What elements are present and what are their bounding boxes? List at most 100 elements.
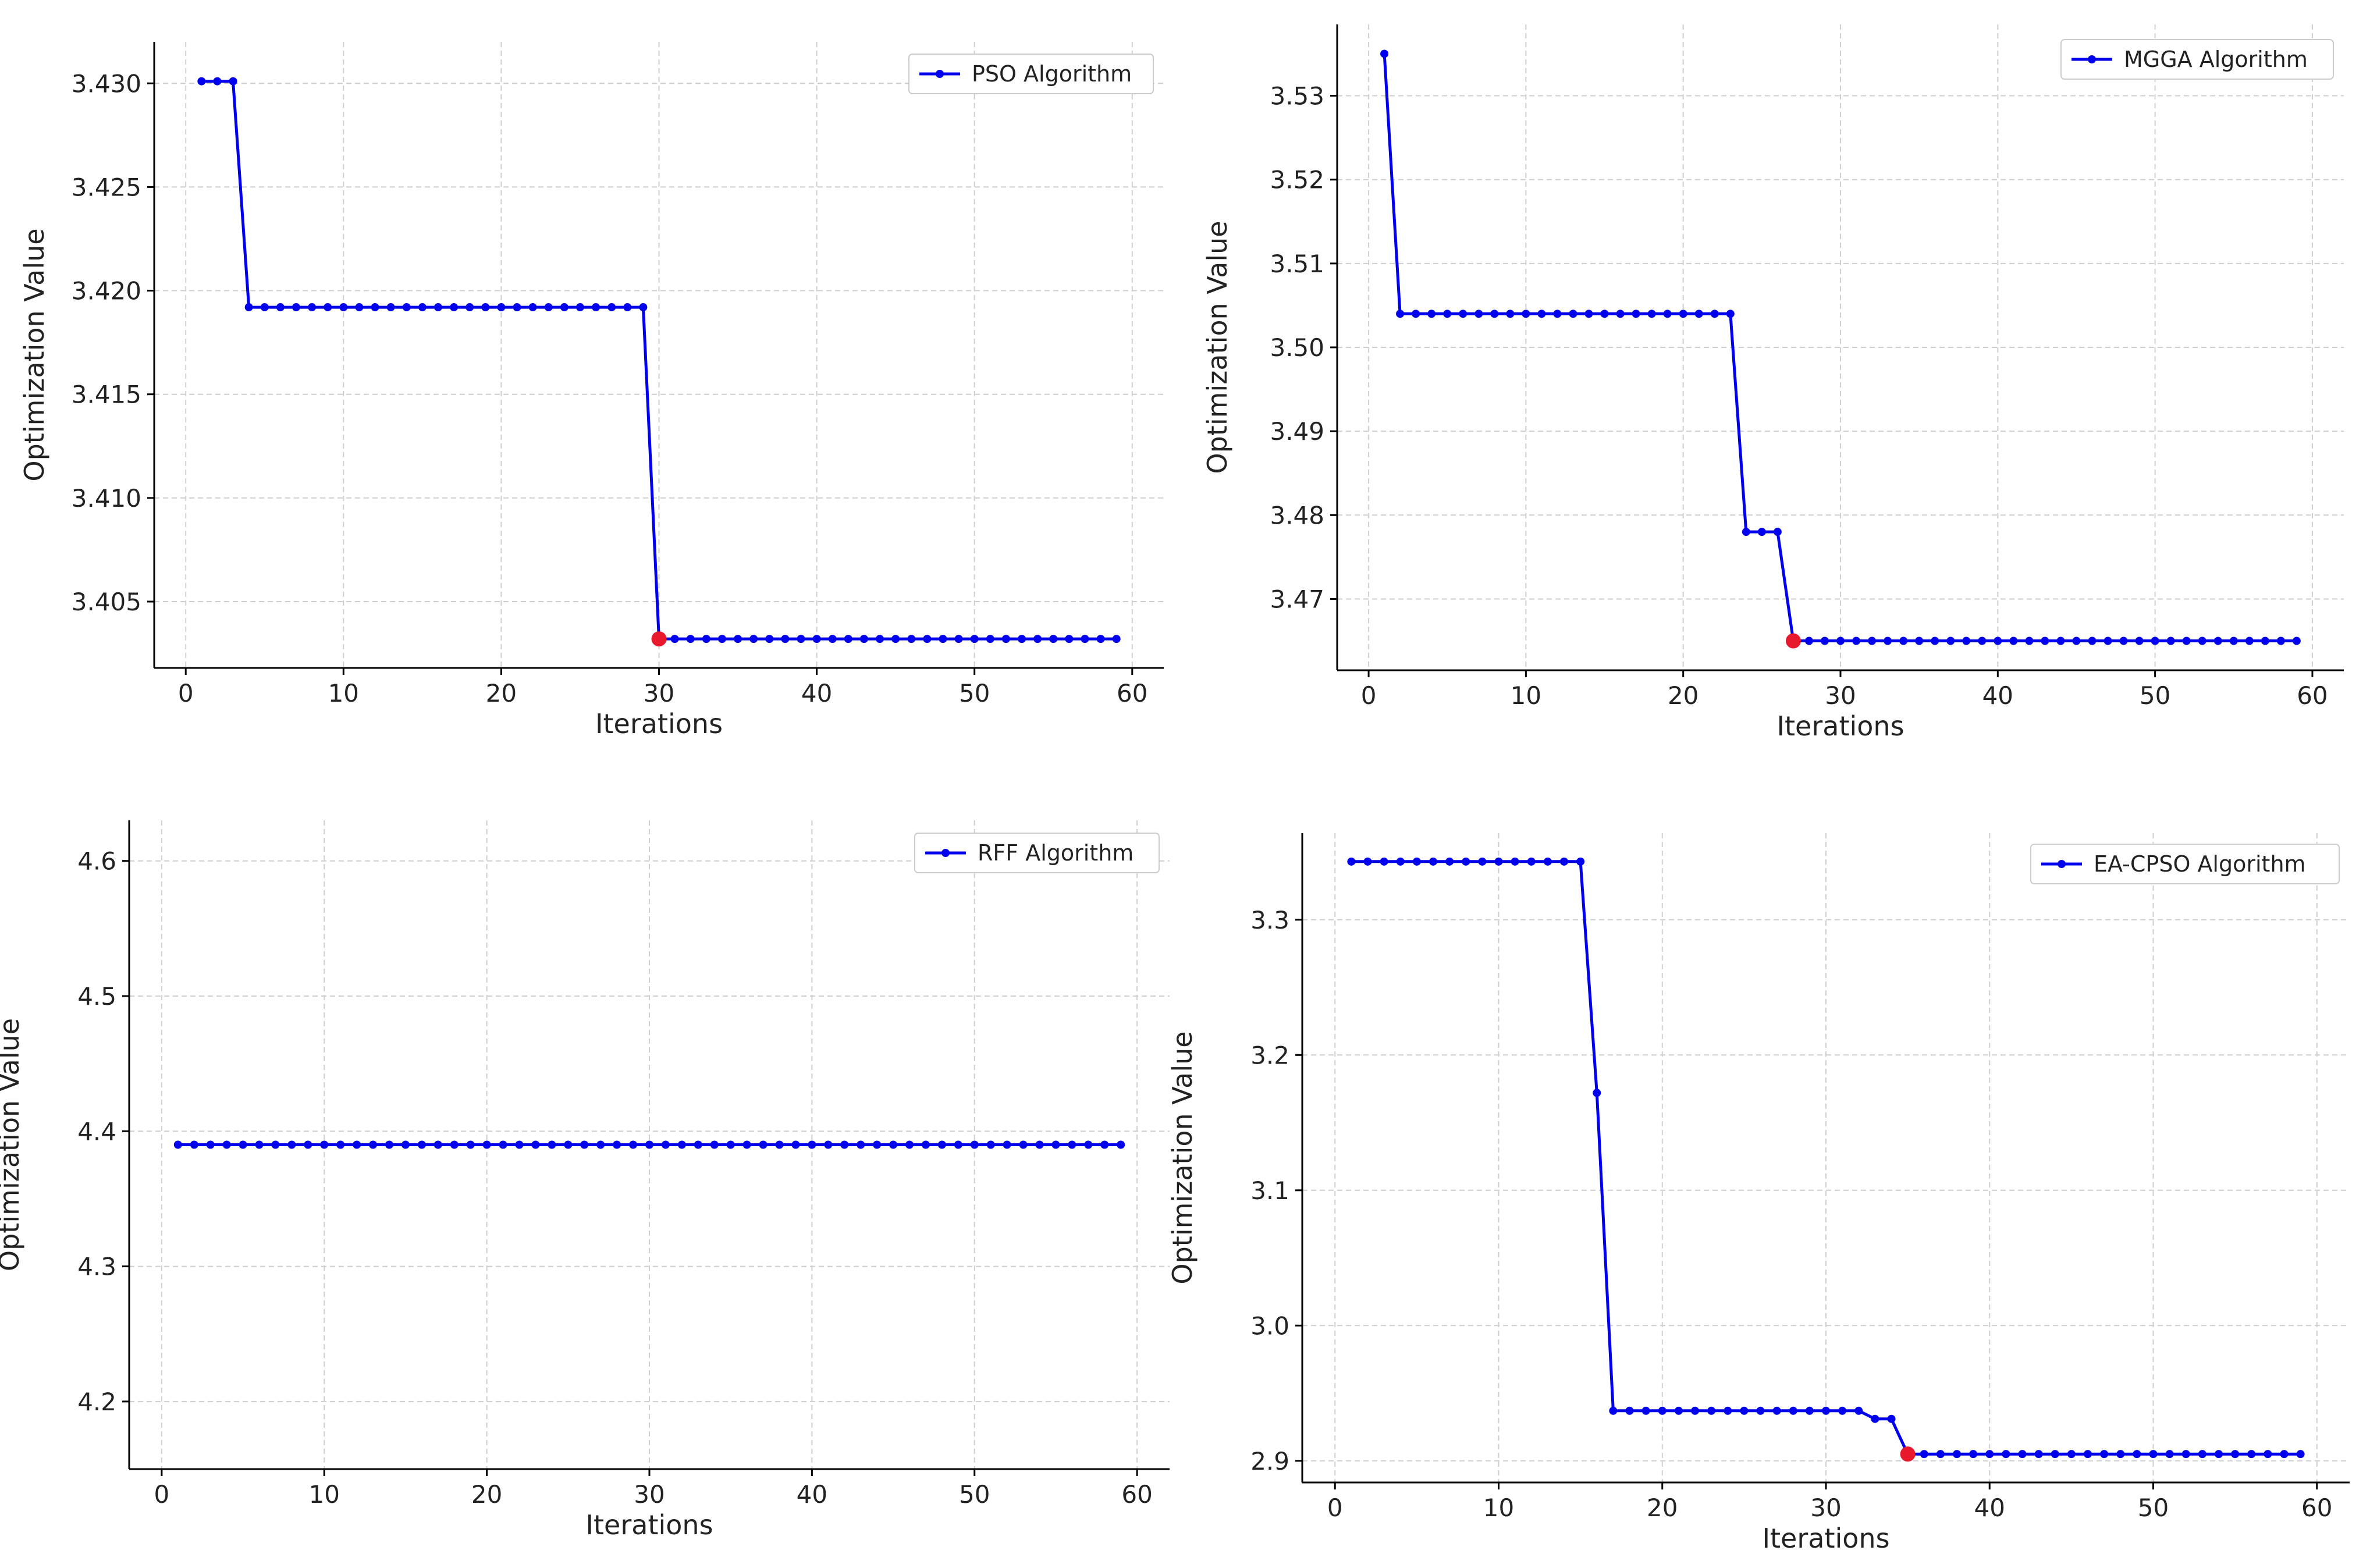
data-point xyxy=(808,1140,816,1149)
data-point xyxy=(2296,1450,2305,1459)
data-point xyxy=(2264,1450,2272,1459)
y-tick-label: 3.415 xyxy=(72,381,141,409)
data-point xyxy=(2247,1450,2256,1459)
data-point xyxy=(2056,637,2065,645)
gridlines xyxy=(1337,24,2344,670)
x-tick-label: 20 xyxy=(486,679,517,707)
data-point xyxy=(986,1140,995,1149)
data-point xyxy=(1112,635,1121,643)
data-point xyxy=(173,1140,182,1149)
data-point xyxy=(970,1140,979,1149)
data-point xyxy=(623,303,632,312)
data-point xyxy=(1710,310,1719,318)
data-point xyxy=(1569,310,1577,318)
y-tick-label: 3.430 xyxy=(72,69,141,98)
y-tick-label: 3.50 xyxy=(1270,333,1324,362)
series-markers xyxy=(197,77,1121,643)
data-point xyxy=(2009,637,2018,645)
data-point xyxy=(1396,857,1405,866)
data-point xyxy=(287,1140,296,1149)
data-point xyxy=(1871,1414,1879,1423)
data-point xyxy=(1001,635,1010,643)
data-point xyxy=(385,1140,393,1149)
data-point xyxy=(1658,1406,1667,1415)
data-point xyxy=(1899,637,1908,645)
data-point xyxy=(1820,637,1829,645)
data-point xyxy=(828,635,837,643)
data-point xyxy=(797,635,805,643)
data-point xyxy=(1474,310,1483,318)
x-axis-label: Iterations xyxy=(585,1509,713,1541)
data-point xyxy=(2100,1450,2109,1459)
data-point xyxy=(1994,637,2002,645)
chart-pso: 0 10 20 30 40 50 60 3.405 3.410 3.415 3.420 3.425 3.… xyxy=(19,42,1164,739)
data-point xyxy=(1772,1406,1781,1415)
legend-label: EA-CPSO Algorithm xyxy=(2094,851,2306,877)
data-point xyxy=(2119,637,2128,645)
x-tick-label: 40 xyxy=(801,679,832,707)
y-tick-label: 3.49 xyxy=(1270,417,1324,446)
data-point xyxy=(260,303,269,312)
data-point xyxy=(694,1140,702,1149)
data-point xyxy=(1836,637,1845,645)
convergence-point xyxy=(1900,1446,1916,1462)
data-point xyxy=(1625,1406,1634,1415)
data-point xyxy=(531,1140,540,1149)
y-axis-label: Optimization Value xyxy=(1167,1031,1198,1284)
data-point xyxy=(1616,310,1625,318)
data-point xyxy=(1593,1089,1601,1097)
data-point xyxy=(1953,1450,1961,1459)
x-tick-label: 30 xyxy=(1825,681,1856,710)
data-point xyxy=(386,303,395,312)
data-point xyxy=(1852,637,1861,645)
chart-eacpso: 0 10 20 30 40 50 60 2.9 3.0 3.1 3.2 3.3 Iterations Op… xyxy=(1167,833,2350,1554)
x-tick-label: 0 xyxy=(154,1480,170,1509)
data-point xyxy=(276,303,285,312)
data-point xyxy=(2292,637,2301,645)
x-tick-label: 50 xyxy=(959,1480,990,1509)
data-point xyxy=(417,1140,426,1149)
data-point xyxy=(1380,857,1388,866)
data-point xyxy=(450,303,459,312)
data-point xyxy=(986,635,994,643)
data-point xyxy=(528,303,537,312)
data-point xyxy=(1100,1140,1109,1149)
data-point xyxy=(840,1140,849,1149)
data-point xyxy=(324,303,332,312)
data-point xyxy=(1742,528,1750,536)
data-point xyxy=(371,303,379,312)
y-tick-label: 3.52 xyxy=(1270,166,1324,194)
data-point xyxy=(765,635,774,643)
data-point xyxy=(466,303,474,312)
data-point xyxy=(481,303,490,312)
data-point xyxy=(564,1140,573,1149)
data-point xyxy=(2151,637,2159,645)
x-tick-label: 40 xyxy=(1982,681,2013,710)
data-point xyxy=(1506,310,1515,318)
data-point xyxy=(907,635,916,643)
data-point xyxy=(1443,310,1452,318)
data-point xyxy=(2002,1450,2010,1459)
legend: RFF Algorithm xyxy=(914,833,1160,873)
data-point xyxy=(1019,1140,1028,1149)
data-point xyxy=(1679,310,1687,318)
data-point xyxy=(1068,1140,1076,1149)
data-point xyxy=(1035,1140,1044,1149)
data-point xyxy=(717,635,726,643)
x-tick-label: 0 xyxy=(1361,681,1377,710)
data-point xyxy=(923,635,932,643)
x-tick-label: 20 xyxy=(471,1480,502,1509)
y-tick-label: 4.6 xyxy=(77,847,116,876)
data-point xyxy=(1347,857,1356,866)
data-point xyxy=(580,1140,589,1149)
data-point xyxy=(1609,1406,1618,1415)
data-point xyxy=(889,1140,898,1149)
x-tick-label: 60 xyxy=(1117,679,1147,707)
data-point xyxy=(1757,528,1766,536)
legend-marker-swatch xyxy=(936,70,944,78)
y-tick-label: 4.2 xyxy=(77,1388,116,1416)
data-point xyxy=(596,1140,605,1149)
data-point xyxy=(1740,1406,1749,1415)
data-point xyxy=(613,1140,621,1149)
x-tick-label: 10 xyxy=(328,679,359,707)
